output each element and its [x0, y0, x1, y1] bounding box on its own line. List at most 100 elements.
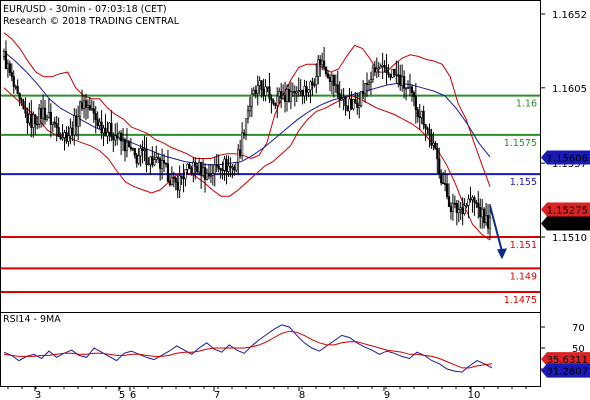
- candle-body: [239, 149, 242, 156]
- candle-body: [149, 156, 152, 165]
- candle-body: [270, 97, 273, 101]
- price-badge-1-label: 1.15275: [547, 206, 588, 217]
- candle-body: [258, 80, 261, 86]
- candle-body: [387, 72, 390, 75]
- candle-body: [28, 113, 31, 124]
- candle-body: [338, 93, 341, 101]
- candle-body: [180, 175, 183, 178]
- candle-body: [459, 207, 462, 210]
- candle-body: [200, 161, 203, 176]
- candle-body: [141, 148, 144, 151]
- candle-body: [283, 94, 287, 102]
- candle-body: [297, 90, 300, 92]
- candle-body: [467, 198, 470, 206]
- candle-body: [371, 67, 374, 80]
- candle-body: [160, 160, 164, 169]
- candle-body: [447, 196, 451, 207]
- candle-body: [217, 165, 220, 169]
- candle-body: [401, 76, 404, 86]
- candle-body: [57, 127, 60, 137]
- candle-body: [69, 127, 72, 137]
- candle-body: [190, 167, 193, 174]
- level-label-1: 1.1575: [504, 138, 537, 149]
- candle-body: [434, 142, 437, 149]
- price-badge-2-label: 1.15186: [547, 219, 588, 230]
- level-label-4: 1.149: [510, 271, 537, 282]
- candle-body: [272, 100, 275, 104]
- candle-body: [184, 169, 187, 180]
- candle-body: [354, 99, 357, 104]
- candle-body: [237, 149, 240, 163]
- candle-body: [39, 108, 43, 119]
- candle-body: [18, 93, 21, 100]
- candle-body: [170, 176, 173, 185]
- candle-body: [26, 112, 29, 124]
- candle-body: [365, 83, 369, 86]
- candle-body: [75, 115, 78, 127]
- candle-body: [336, 84, 339, 95]
- x-tick-label-4: 8: [299, 390, 305, 400]
- candle-body: [471, 197, 474, 200]
- candle-body: [211, 173, 214, 176]
- candle-body: [408, 86, 412, 89]
- candle-body: [278, 91, 281, 97]
- x-tick-label-2: 6: [130, 390, 136, 400]
- candle-body: [90, 108, 93, 111]
- candle-body: [280, 91, 283, 99]
- candle-body: [481, 208, 484, 218]
- candle-body: [47, 112, 50, 118]
- candle-body: [16, 86, 19, 94]
- y-tick-label-3: 1.1510: [552, 233, 587, 244]
- candle-body: [381, 64, 384, 67]
- candle-body: [65, 132, 68, 142]
- rsi-tick-label-1: 50: [572, 344, 585, 355]
- candle-body: [358, 105, 361, 108]
- candle-body: [356, 102, 359, 108]
- candle-body: [108, 122, 111, 133]
- candle-body: [484, 215, 488, 224]
- candle-body: [71, 127, 74, 136]
- rsi-lines: [3, 324, 493, 373]
- candle-body: [282, 94, 285, 99]
- candle-body: [188, 163, 191, 169]
- candle-body: [483, 208, 486, 224]
- x-tick-label-0: 3: [35, 390, 41, 400]
- candle-body: [116, 135, 119, 139]
- candle-body: [242, 132, 246, 135]
- candle-body: [4, 51, 8, 69]
- rsi-badge-1-bg: [541, 363, 590, 378]
- candle-body: [77, 116, 80, 127]
- candle-body: [127, 141, 131, 148]
- candle-body: [404, 87, 408, 90]
- candle-body: [309, 81, 312, 91]
- candle-body: [479, 207, 482, 218]
- bollinger-lower-line: [3, 87, 491, 241]
- rsi-panel-frame: [0, 312, 541, 387]
- candle-body: [51, 121, 54, 125]
- candle-body: [96, 119, 99, 126]
- candle-body: [442, 182, 445, 185]
- candle-body: [207, 173, 211, 177]
- candle-body: [274, 103, 277, 106]
- candle-body: [373, 67, 376, 73]
- candle-body: [360, 91, 363, 106]
- candle-body: [377, 67, 380, 70]
- bollinger-upper-line: [3, 32, 491, 187]
- candle-body: [375, 68, 378, 73]
- rsi-line: [3, 324, 493, 373]
- candle-body: [457, 209, 460, 214]
- candle-body: [125, 141, 129, 152]
- moving-average: [3, 51, 491, 166]
- candle-body: [145, 149, 148, 165]
- candle-body: [30, 113, 33, 128]
- candle-body: [363, 83, 367, 95]
- candle-body: [24, 108, 27, 114]
- candle-body: [330, 75, 334, 82]
- candle-body: [348, 98, 351, 112]
- candle-body: [88, 105, 91, 110]
- candle-body: [53, 121, 56, 124]
- candle-body: [205, 173, 209, 181]
- candle-body: [399, 74, 402, 86]
